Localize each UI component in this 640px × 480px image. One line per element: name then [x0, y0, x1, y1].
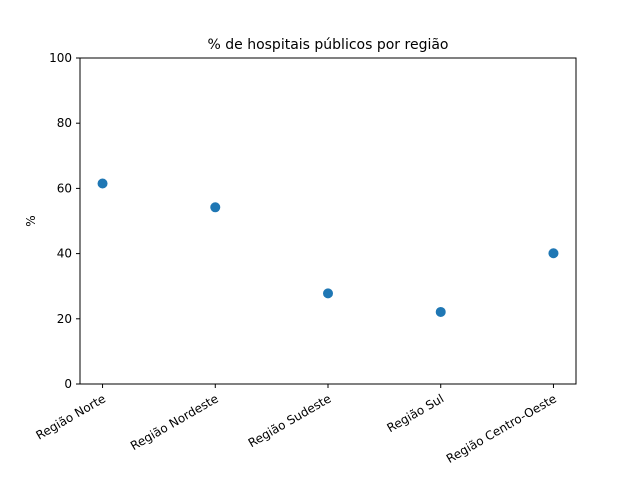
x-tick-label: Região Norte — [34, 391, 109, 442]
plot-area-frame — [79, 57, 577, 385]
x-tick-label: Região Centro-Oeste — [444, 391, 559, 466]
x-tick-label: Região Sul — [384, 391, 446, 435]
y-axis: 0 20 40 60 80 100 — [49, 51, 80, 391]
chart-title: % de hospitais públicos por região — [208, 37, 449, 53]
data-point — [97, 178, 108, 189]
data-point — [435, 306, 446, 317]
y-axis-label: % — [24, 215, 38, 226]
y-tick-label: 0 — [64, 377, 72, 391]
y-tick-label: 80 — [57, 116, 72, 130]
y-tick-label: 60 — [57, 181, 72, 195]
data-point — [548, 248, 559, 259]
y-tick-label: 100 — [49, 51, 72, 65]
data-point — [210, 202, 221, 213]
data-points — [97, 178, 559, 317]
x-axis: Região Norte Região Nordeste Região Sudest… — [34, 384, 559, 466]
y-tick-label: 40 — [57, 247, 72, 261]
data-point — [323, 288, 333, 299]
x-tick-label: Região Sudeste — [246, 391, 334, 450]
y-tick-label: 20 — [57, 312, 72, 326]
x-tick-label: Região Nordeste — [128, 391, 221, 453]
